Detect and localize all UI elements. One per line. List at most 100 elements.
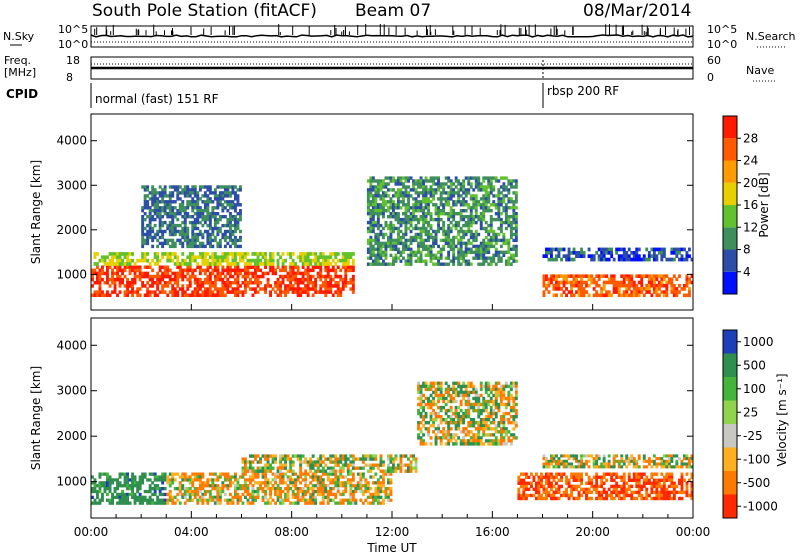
heatmap-cell — [119, 475, 122, 478]
heatmap-cell — [648, 251, 651, 255]
heatmap-cell — [232, 200, 235, 203]
heatmap-cell — [505, 382, 508, 385]
heatmap-cell — [191, 272, 194, 276]
heatmap-cell — [191, 484, 194, 487]
heatmap-cell — [480, 388, 483, 391]
heatmap-cell — [369, 263, 372, 266]
heatmap-cell — [430, 254, 433, 257]
heatmap-cell — [226, 473, 229, 476]
heatmap-cell — [179, 224, 182, 227]
heatmap-cell — [558, 485, 561, 488]
heatmap-cell — [209, 221, 212, 224]
heatmap-cell — [277, 262, 280, 266]
heatmap-cell — [134, 281, 137, 285]
heatmap-cell — [237, 203, 240, 206]
heatmap-cell — [151, 227, 154, 230]
heatmap-cell — [507, 206, 510, 209]
heatmap-cell — [573, 274, 576, 278]
heatmap-cell — [450, 394, 453, 397]
heatmap-cell — [538, 491, 541, 494]
heatmap-cell — [362, 490, 365, 493]
heatmap-cell — [495, 388, 498, 391]
heatmap-cell — [277, 266, 280, 270]
heatmap-cell — [139, 269, 142, 273]
heatmap-cell — [550, 258, 553, 262]
heatmap-cell — [390, 188, 393, 191]
heatmap-cell — [206, 242, 209, 245]
heatmap-cell — [324, 496, 327, 499]
heatmap-cell — [254, 272, 257, 276]
heatmap-cell — [457, 424, 460, 427]
heatmap-cell — [337, 487, 340, 490]
heatmap-cell — [422, 191, 425, 194]
heatmap-cell — [126, 294, 129, 298]
heatmap-cell — [224, 236, 227, 239]
heatmap-cell — [367, 248, 370, 251]
heatmap-cell — [322, 499, 325, 502]
heatmap-cell — [267, 487, 270, 490]
heatmap-cell — [495, 242, 498, 245]
heatmap-cell — [477, 254, 480, 257]
heatmap-cell — [269, 294, 272, 298]
heatmap-cell — [585, 290, 588, 294]
heatmap-cell — [482, 430, 485, 433]
heatmap-cell — [490, 263, 493, 266]
heatmap-cell — [390, 470, 393, 473]
heatmap-cell — [635, 258, 638, 262]
heatmap-cell — [665, 281, 668, 285]
heatmap-cell — [324, 287, 327, 291]
heatmap-cell — [492, 230, 495, 233]
heatmap-cell — [317, 255, 320, 259]
heatmap-cell — [141, 239, 144, 242]
heatmap-cell — [287, 493, 290, 496]
heatmap-cell — [460, 239, 463, 242]
heatmap-cell — [407, 191, 410, 194]
heatmap-cell — [204, 281, 207, 285]
heatmap-cell — [402, 197, 405, 200]
heatmap-cell — [425, 197, 428, 200]
heatmap-cell — [96, 266, 99, 270]
heatmap-cell — [420, 385, 423, 388]
heatmap-cell — [583, 287, 586, 291]
heatmap-cell — [475, 215, 478, 218]
heatmap-cell — [457, 233, 460, 236]
heatmap-cell — [500, 385, 503, 388]
heatmap-cell — [267, 454, 270, 457]
heatmap-cell — [487, 245, 490, 248]
heatmap-cell — [475, 257, 478, 260]
heatmap-cell — [342, 490, 345, 493]
heatmap-cell — [191, 209, 194, 212]
heatmap-cell — [297, 269, 300, 273]
heatmap-cell — [482, 215, 485, 218]
heatmap-cell — [440, 185, 443, 188]
heatmap-cell — [422, 382, 425, 385]
heatmap-cell — [297, 490, 300, 493]
heatmap-cell — [435, 203, 438, 206]
heatmap-cell — [176, 262, 179, 266]
heatmap-cell — [229, 215, 232, 218]
heatmap-cell — [229, 233, 232, 236]
heatmap-cell — [430, 394, 433, 397]
heatmap-cell — [141, 185, 144, 188]
heatmap-cell — [199, 252, 202, 256]
heatmap-cell — [324, 275, 327, 279]
heatmap-cell — [512, 215, 515, 218]
heatmap-cell — [475, 197, 478, 200]
heatmap-cell — [420, 227, 423, 230]
heatmap-cell — [374, 224, 377, 227]
heatmap-cell — [254, 269, 257, 273]
heatmap-cell — [470, 230, 473, 233]
heatmap-cell — [201, 281, 204, 285]
heatmap-cell — [214, 478, 217, 481]
heatmap-cell — [400, 251, 403, 254]
heatmap-cell — [194, 227, 197, 230]
heatmap-cell — [550, 488, 553, 491]
heatmap-cell — [239, 188, 242, 191]
heatmap-cell — [457, 391, 460, 394]
heatmap-cell — [289, 269, 292, 273]
heatmap-cell — [216, 221, 219, 224]
heatmap-cell — [688, 248, 691, 252]
heatmap-cell — [377, 487, 380, 490]
heatmap-cell — [94, 255, 97, 259]
heatmap-cell — [226, 272, 229, 276]
